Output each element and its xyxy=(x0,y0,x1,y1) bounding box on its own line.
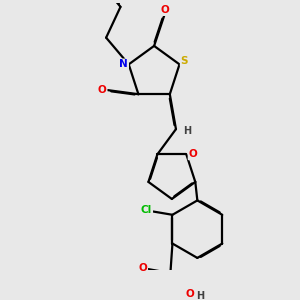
Text: O: O xyxy=(160,5,169,15)
Text: S: S xyxy=(181,56,188,66)
Text: H: H xyxy=(196,291,204,300)
Text: N: N xyxy=(119,59,128,69)
Text: O: O xyxy=(139,263,147,273)
Text: Cl: Cl xyxy=(141,205,152,215)
Text: O: O xyxy=(186,289,194,299)
Text: H: H xyxy=(183,126,191,136)
Text: O: O xyxy=(188,149,197,159)
Text: O: O xyxy=(98,85,106,95)
